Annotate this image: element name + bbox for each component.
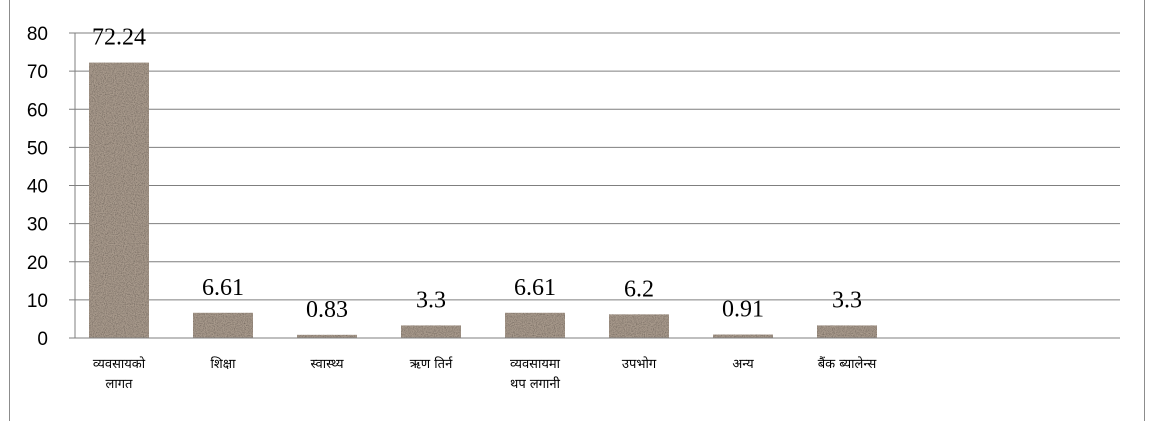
x-tick-label-line: उपभोग — [622, 356, 657, 372]
bar — [713, 334, 773, 338]
bars — [89, 62, 877, 339]
x-tick-label: स्वास्थ्य — [310, 357, 343, 372]
y-tick-label: 20 — [27, 253, 48, 274]
x-tick-label-line: व्यवसायको — [93, 356, 146, 372]
bar — [401, 325, 461, 338]
y-tick-label: 70 — [27, 62, 48, 83]
x-tick-label: ऋण तिर्न — [410, 356, 454, 372]
x-tick-label: उपभोग — [622, 356, 657, 372]
data-labels: 72.24 6.61 0.83 3.3 6.61 6.2 0.91 3.3 — [92, 25, 862, 323]
y-tick-label: 60 — [27, 100, 48, 121]
x-tick-label: व्यवसायको लागत — [93, 356, 146, 392]
x-tick-label-line: बैंक ब्यालेन्स — [818, 356, 877, 372]
bar — [817, 325, 877, 338]
y-axis: 0 10 20 30 40 50 60 70 80 — [27, 24, 76, 350]
x-tick-label-line: व्यवसायमा — [510, 357, 561, 372]
data-label: 72.24 — [92, 25, 146, 51]
x-tick-label: बैंक ब्यालेन्स — [818, 356, 877, 372]
bar — [505, 312, 565, 338]
x-tick-label: शिक्षा — [211, 356, 237, 372]
y-tick-label: 50 — [27, 138, 48, 159]
x-tick-label-line: अन्य — [732, 357, 754, 372]
bar — [609, 314, 669, 338]
data-label: 3.3 — [416, 287, 446, 313]
y-tick-label: 10 — [27, 291, 48, 312]
y-tick-label: 80 — [27, 24, 48, 45]
x-tick-label-line: थप लगानी — [510, 376, 561, 392]
chart-frame — [9, 0, 1145, 421]
x-tick-label-line: ऋण तिर्न — [410, 356, 454, 372]
data-label: 6.61 — [514, 275, 556, 301]
data-label: 0.83 — [306, 297, 348, 323]
data-label: 6.2 — [624, 276, 654, 302]
bar — [193, 312, 253, 338]
gridlines — [75, 32, 1120, 301]
x-axis: व्यवसायको लागत शिक्षा स्वास्थ्य ऋण तिर्न व्यव… — [75, 337, 1120, 392]
x-tick-label: व्यवसायमा थप लगानी — [510, 357, 561, 392]
x-tick-label-line: लागत — [106, 377, 134, 392]
x-tick-label-line: स्वास्थ्य — [310, 357, 343, 372]
x-tick-label-line: शिक्षा — [211, 356, 237, 372]
y-tick-label: 40 — [27, 177, 48, 198]
y-tick-label: 0 — [37, 329, 48, 350]
data-label: 3.3 — [832, 287, 862, 313]
data-label: 0.91 — [722, 297, 764, 323]
x-tick-label: अन्य — [732, 357, 754, 372]
data-label: 6.61 — [202, 275, 244, 301]
y-tick-label: 30 — [27, 215, 48, 236]
bar — [89, 62, 149, 339]
bar — [297, 334, 357, 338]
